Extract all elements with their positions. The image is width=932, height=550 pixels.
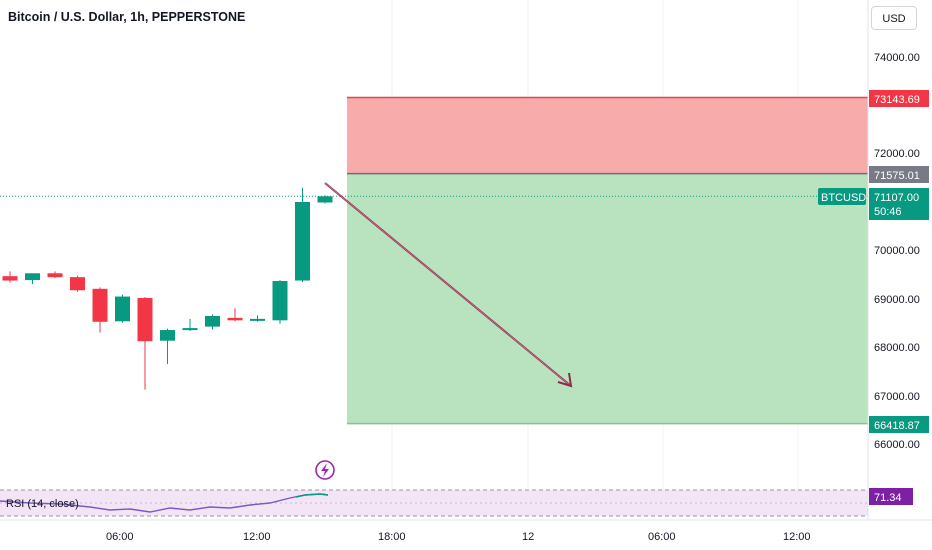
candle-down[interactable]	[47, 273, 63, 278]
lightning-event-icon[interactable]	[315, 460, 335, 480]
price-tick-68000: 68000.00	[874, 342, 920, 354]
take-profit-price-tag[interactable]	[869, 416, 929, 433]
time-tick-0600-b: 06:00	[648, 531, 676, 543]
candle-up[interactable]	[250, 318, 265, 321]
candle-down[interactable]	[92, 288, 108, 322]
current-price-label: 71107.00	[874, 192, 919, 204]
stop-loss-zone[interactable]	[347, 97, 868, 174]
stop-loss-price-tag[interactable]	[869, 90, 929, 107]
current-price-tag[interactable]	[869, 188, 929, 220]
candle-up[interactable]	[317, 196, 333, 203]
symbol-tag-label: BTCUSD	[821, 192, 866, 204]
candle-up[interactable]	[160, 330, 175, 341]
rsi-pane[interactable]	[0, 489, 868, 517]
entry-price-tag[interactable]	[869, 166, 929, 183]
take-profit-zone[interactable]	[347, 173, 868, 424]
time-tick-1200: 12:00	[243, 531, 271, 543]
stop-loss-price-label: 73143.69	[874, 94, 920, 106]
candle-up[interactable]	[25, 273, 40, 281]
price-tick-67000: 67000.00	[874, 391, 920, 403]
price-tick-69000: 69000.00	[874, 294, 920, 306]
candle-up[interactable]	[182, 328, 198, 331]
time-tick-12: 12	[522, 531, 534, 543]
candle-up[interactable]	[272, 281, 288, 321]
candle-down[interactable]	[70, 277, 85, 291]
price-tick-66000: 66000.00	[874, 439, 920, 451]
take-profit-price-label: 66418.87	[874, 420, 920, 432]
rsi-overbought-segment	[295, 493, 329, 498]
candle-down[interactable]	[227, 317, 243, 321]
chart-title: Bitcoin / U.S. Dollar, 1h, PEPPERSTONE	[8, 10, 246, 24]
time-tick-1200-b: 12:00	[783, 531, 811, 543]
entry-price-label: 71575.01	[874, 170, 920, 182]
currency-button[interactable]: USD	[871, 6, 917, 30]
rsi-legend: RSI (14, close)	[6, 498, 79, 510]
candlestick-series	[2, 187, 333, 390]
candle-down[interactable]	[137, 298, 153, 342]
rsi-value-label: 71.34	[874, 492, 902, 504]
downward-arrow-drawing[interactable]	[324, 182, 573, 388]
price-tick-70000: 70000.00	[874, 245, 920, 257]
candle-up[interactable]	[295, 201, 310, 281]
candle-up[interactable]	[115, 296, 130, 322]
price-tick-72000: 72000.00	[874, 148, 920, 160]
rsi-line	[0, 493, 329, 513]
rsi-value-tag	[869, 488, 913, 505]
price-tick-74000: 74000.00	[874, 52, 920, 64]
countdown-label: 50:46	[874, 206, 902, 218]
symbol-tag	[818, 188, 866, 205]
candle-down[interactable]	[2, 276, 18, 281]
time-tick-1800: 18:00	[378, 531, 406, 543]
time-tick-0600: 06:00	[106, 531, 134, 543]
candle-up[interactable]	[205, 315, 220, 327]
